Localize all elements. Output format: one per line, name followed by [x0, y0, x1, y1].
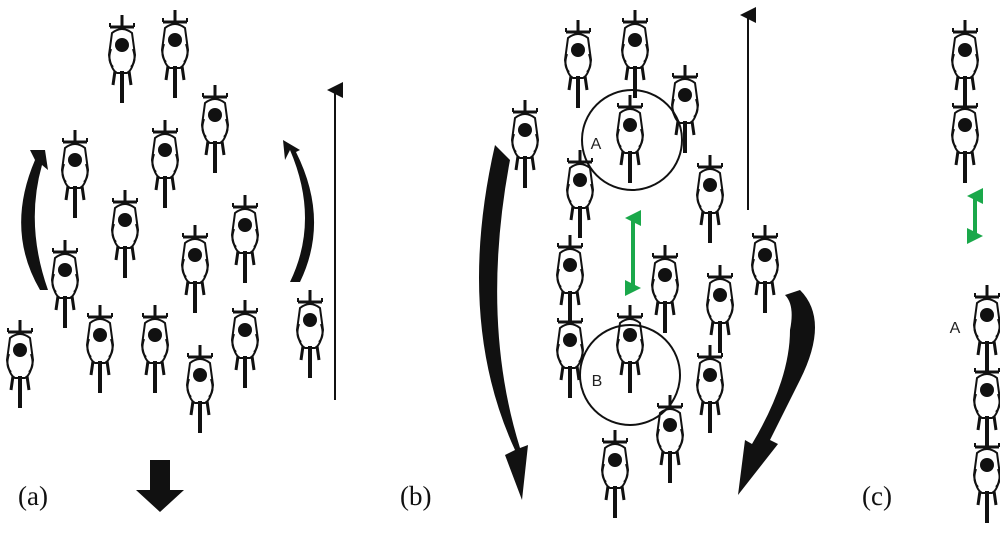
cyclist: [185, 343, 215, 435]
cyclist: [565, 148, 595, 240]
cyclist: [705, 263, 735, 355]
cyclist: [200, 83, 230, 175]
cyclist: [972, 433, 1000, 525]
marker-label: A: [950, 320, 961, 337]
panel-label: (a): [18, 481, 48, 511]
cyclists: [5, 8, 1000, 525]
panel-label: (c): [862, 481, 892, 511]
cyclist: [180, 223, 210, 315]
curved-arrow: [21, 150, 48, 290]
cyclist: [510, 98, 540, 190]
curved-arrow: [283, 140, 315, 282]
cyclist: [230, 193, 260, 285]
circle: [581, 89, 683, 191]
down-arrow: [136, 460, 184, 512]
cyclist: [85, 303, 115, 395]
cyclist: [615, 93, 645, 185]
cyclist: [972, 358, 1000, 450]
cyclist: [5, 318, 35, 410]
circle-label: B: [592, 373, 603, 390]
cyclist: [972, 283, 1000, 375]
cyclist: [160, 8, 190, 100]
cyclist: [950, 93, 980, 185]
cyclist: [670, 63, 700, 155]
cyclist: [295, 288, 325, 380]
cyclist: [110, 188, 140, 280]
cyclist: [60, 128, 90, 220]
cyclist: [230, 298, 260, 390]
panel-label: (b): [400, 481, 431, 511]
cyclist: [950, 18, 980, 110]
curved-arrow: [738, 290, 815, 495]
cyclist: [655, 393, 685, 485]
cyclist: [650, 243, 680, 335]
circle: [579, 324, 681, 426]
cyclist: [615, 303, 645, 395]
cyclist: [555, 233, 585, 325]
cyclist: [555, 308, 585, 400]
cyclist: [600, 428, 630, 520]
cyclist: [750, 223, 780, 315]
cyclist: [150, 118, 180, 210]
curved-arrow: [479, 145, 528, 500]
cyclist: [620, 8, 650, 100]
cyclist: [695, 153, 725, 245]
cyclist: [140, 303, 170, 395]
cyclist: [563, 18, 593, 110]
circle-label: A: [591, 136, 602, 153]
cyclist: [695, 343, 725, 435]
cyclist: [50, 238, 80, 330]
cyclist: [107, 13, 137, 105]
